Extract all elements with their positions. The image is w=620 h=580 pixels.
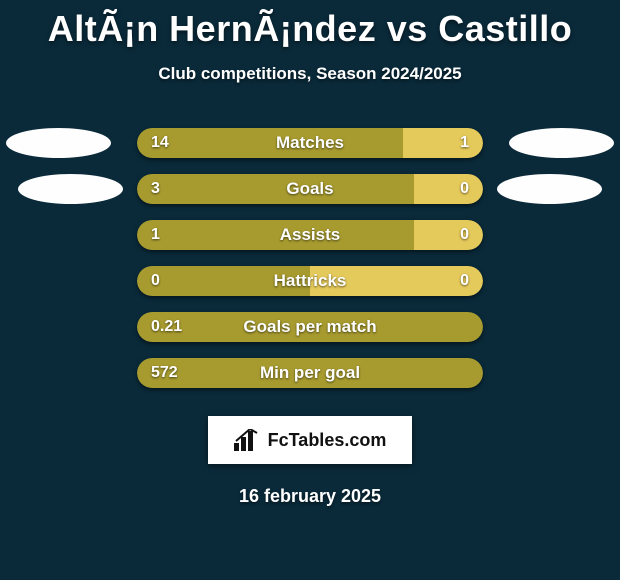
stat-value-left: 572	[151, 358, 178, 388]
stat-bar: Min per goal572	[137, 358, 483, 388]
stat-bar-right	[403, 128, 483, 158]
page-title: AltÃ¡n HernÃ¡ndez vs Castillo	[0, 0, 620, 50]
stat-row: Min per goal572	[0, 354, 620, 400]
stat-bar-left	[137, 358, 483, 388]
subtitle: Club competitions, Season 2024/2025	[0, 64, 620, 84]
stat-row: Goals per match0.21	[0, 308, 620, 354]
stat-value-left: 3	[151, 174, 160, 204]
stat-bar-left	[137, 220, 414, 250]
stat-bar: Goals30	[137, 174, 483, 204]
stat-row: Assists10	[0, 216, 620, 262]
stat-row: Hattricks00	[0, 262, 620, 308]
stat-bar-left	[137, 266, 310, 296]
stat-value-right: 0	[460, 220, 469, 250]
date-text: 16 february 2025	[0, 486, 620, 507]
stat-value-left: 14	[151, 128, 169, 158]
stat-value-left: 0	[151, 266, 160, 296]
stat-value-left: 0.21	[151, 312, 182, 342]
player1-oval	[6, 128, 111, 158]
stat-bar-left	[137, 174, 414, 204]
stat-bar: Hattricks00	[137, 266, 483, 296]
stat-value-right: 0	[460, 266, 469, 296]
stat-bar-right	[414, 220, 483, 250]
stat-bar-right	[414, 174, 483, 204]
player2-oval	[509, 128, 614, 158]
stat-row: Matches141	[0, 124, 620, 170]
logo-box: FcTables.com	[208, 416, 412, 464]
stat-value-right: 0	[460, 174, 469, 204]
stat-bar-right	[310, 266, 483, 296]
player1-oval	[18, 174, 123, 204]
stat-value-right: 1	[460, 128, 469, 158]
stat-bar: Matches141	[137, 128, 483, 158]
chart-bars-icon	[234, 429, 262, 451]
stat-bar: Assists10	[137, 220, 483, 250]
player2-oval	[497, 174, 602, 204]
stats-container: Matches141Goals30Assists10Hattricks00Goa…	[0, 124, 620, 400]
logo-text: FcTables.com	[268, 430, 387, 451]
stat-bar: Goals per match0.21	[137, 312, 483, 342]
stat-value-left: 1	[151, 220, 160, 250]
stat-bar-left	[137, 312, 483, 342]
stat-bar-left	[137, 128, 403, 158]
stat-row: Goals30	[0, 170, 620, 216]
